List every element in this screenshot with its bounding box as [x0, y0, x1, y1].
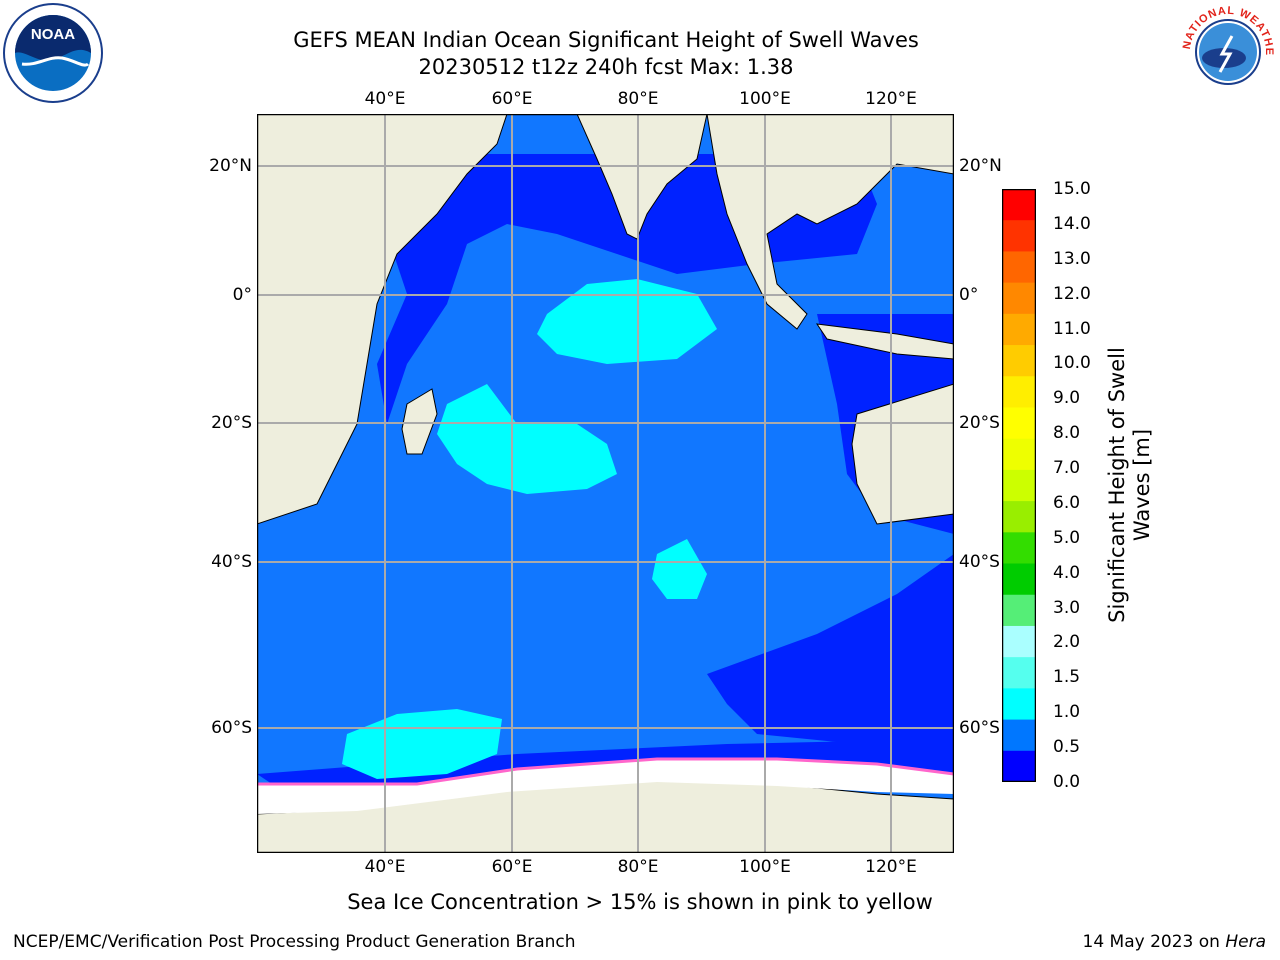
- sea-ice-edge: [257, 757, 954, 786]
- sea-ice-caption: Sea Ice Concentration > 15% is shown in …: [347, 890, 933, 914]
- graticule: [257, 114, 954, 853]
- lon-tick-bottom: 40°E: [364, 857, 406, 877]
- lat-tick-right: 0°: [959, 285, 979, 305]
- colorbar-segment: [1002, 376, 1036, 409]
- land-indonesia: [815, 323, 954, 360]
- lon-tick-top: 60°E: [491, 89, 533, 109]
- lat-tick-right: 20°N: [959, 156, 1002, 176]
- high-swell-patch: [342, 709, 502, 779]
- colorbar-segment: [1002, 407, 1036, 440]
- sea-ice: [257, 759, 954, 814]
- colorbar-segment: [1002, 469, 1036, 502]
- colorbar-tick-label: 6.0: [1053, 492, 1081, 513]
- lat-tick-left: 0°: [232, 285, 252, 305]
- colorbar-tick-label: 2.0: [1053, 632, 1081, 653]
- colorbar-segment: [1002, 688, 1036, 721]
- lat-tick-left: 20°S: [211, 413, 252, 433]
- colorbar-segment: [1002, 501, 1036, 533]
- colorbar-tick-label: 14.0: [1053, 213, 1091, 234]
- lon-tick-top: 40°E: [364, 89, 406, 109]
- lon-tick-top: 100°E: [739, 89, 791, 109]
- chart-subtitle: 20230512 t12z 240h fcst Max: 1.38: [418, 55, 794, 79]
- lon-tick-bottom: 80°E: [617, 857, 659, 877]
- land-africa-arabia: [257, 114, 508, 525]
- colorbar-segment: [1002, 282, 1036, 315]
- colorbar-tick-label: 7.0: [1053, 458, 1081, 479]
- lon-tick-bottom: 60°E: [491, 857, 533, 877]
- chart-title: GEFS MEAN Indian Ocean Significant Heigh…: [293, 28, 919, 52]
- land-madagascar: [401, 388, 438, 455]
- colorbar-tick-label: 10.0: [1053, 353, 1091, 374]
- lat-tick-right: 40°S: [959, 552, 1000, 572]
- colorbar-tick-label: 1.0: [1053, 702, 1081, 723]
- colorbar-segment: [1002, 345, 1036, 377]
- swell-height-map: [257, 114, 954, 853]
- lat-tick-right: 60°S: [959, 718, 1000, 738]
- colorbar-tick-label: 4.0: [1053, 562, 1081, 583]
- colorbar-title: Significant Height of Swell Waves [m]: [1105, 347, 1154, 623]
- colorbar-segment: [1002, 594, 1036, 627]
- lon-tick-top: 120°E: [865, 89, 917, 109]
- colorbar-tick-label: 0.0: [1053, 772, 1081, 792]
- colorbar-segment: [1002, 719, 1036, 752]
- lat-tick-left: 60°S: [211, 718, 252, 738]
- colorbar-segment: [1002, 313, 1036, 346]
- colorbar-tick-label: 9.0: [1053, 388, 1081, 409]
- colorbar-tick-label: 12.0: [1053, 283, 1091, 304]
- lon-tick-bottom: 120°E: [865, 857, 917, 877]
- colorbar-tick-label: 8.0: [1053, 423, 1081, 444]
- colorbar-segment: [1002, 438, 1036, 471]
- nws-logo: NATIONAL WEATHER SERVICE: [1178, 2, 1276, 100]
- colorbar-tick-label: 0.5: [1053, 737, 1081, 758]
- high-swell-patch: [652, 539, 707, 599]
- colorbar-segment: [1002, 220, 1036, 253]
- colorbar: [1002, 189, 1036, 782]
- colorbar-tick-label: 11.0: [1053, 318, 1091, 339]
- colorbar-tick-label: 13.0: [1053, 248, 1091, 269]
- colorbar-segment: [1002, 251, 1036, 284]
- map-border: [257, 114, 954, 853]
- colorbar-segment: [1002, 532, 1036, 565]
- colorbar-segment: [1002, 750, 1036, 782]
- high-swell-patch: [437, 384, 617, 494]
- colorbar-tick-label: 15.0: [1053, 179, 1091, 199]
- colorbar-segment: [1002, 625, 1036, 658]
- high-swell-patch: [537, 279, 717, 364]
- colorbar-segment: [1002, 563, 1036, 596]
- land-india: [576, 114, 708, 240]
- colorbar-tick-label: 1.5: [1053, 667, 1081, 688]
- land-southeast-asia: [706, 114, 954, 330]
- footer-credit: NCEP/EMC/Verification Post Processing Pr…: [13, 932, 576, 952]
- noaa-logo-text: NOAA: [31, 26, 75, 43]
- footer-date: 14 May 2023 on Hera: [1082, 932, 1267, 952]
- colorbar-segment: [1002, 189, 1036, 221]
- lon-tick-bottom: 100°E: [739, 857, 791, 877]
- colorbar-tick-label: 3.0: [1053, 597, 1081, 618]
- colorbar-segment: [1002, 657, 1036, 689]
- low-swell-area: [707, 554, 954, 754]
- land-australia: [851, 383, 954, 525]
- lat-tick-right: 20°S: [959, 413, 1000, 433]
- lat-tick-left: 20°N: [209, 156, 252, 176]
- lat-tick-left: 40°S: [211, 552, 252, 572]
- colorbar-tick-label: 5.0: [1053, 527, 1081, 548]
- noaa-logo: NOAA: [3, 3, 103, 103]
- lon-tick-top: 80°E: [617, 89, 659, 109]
